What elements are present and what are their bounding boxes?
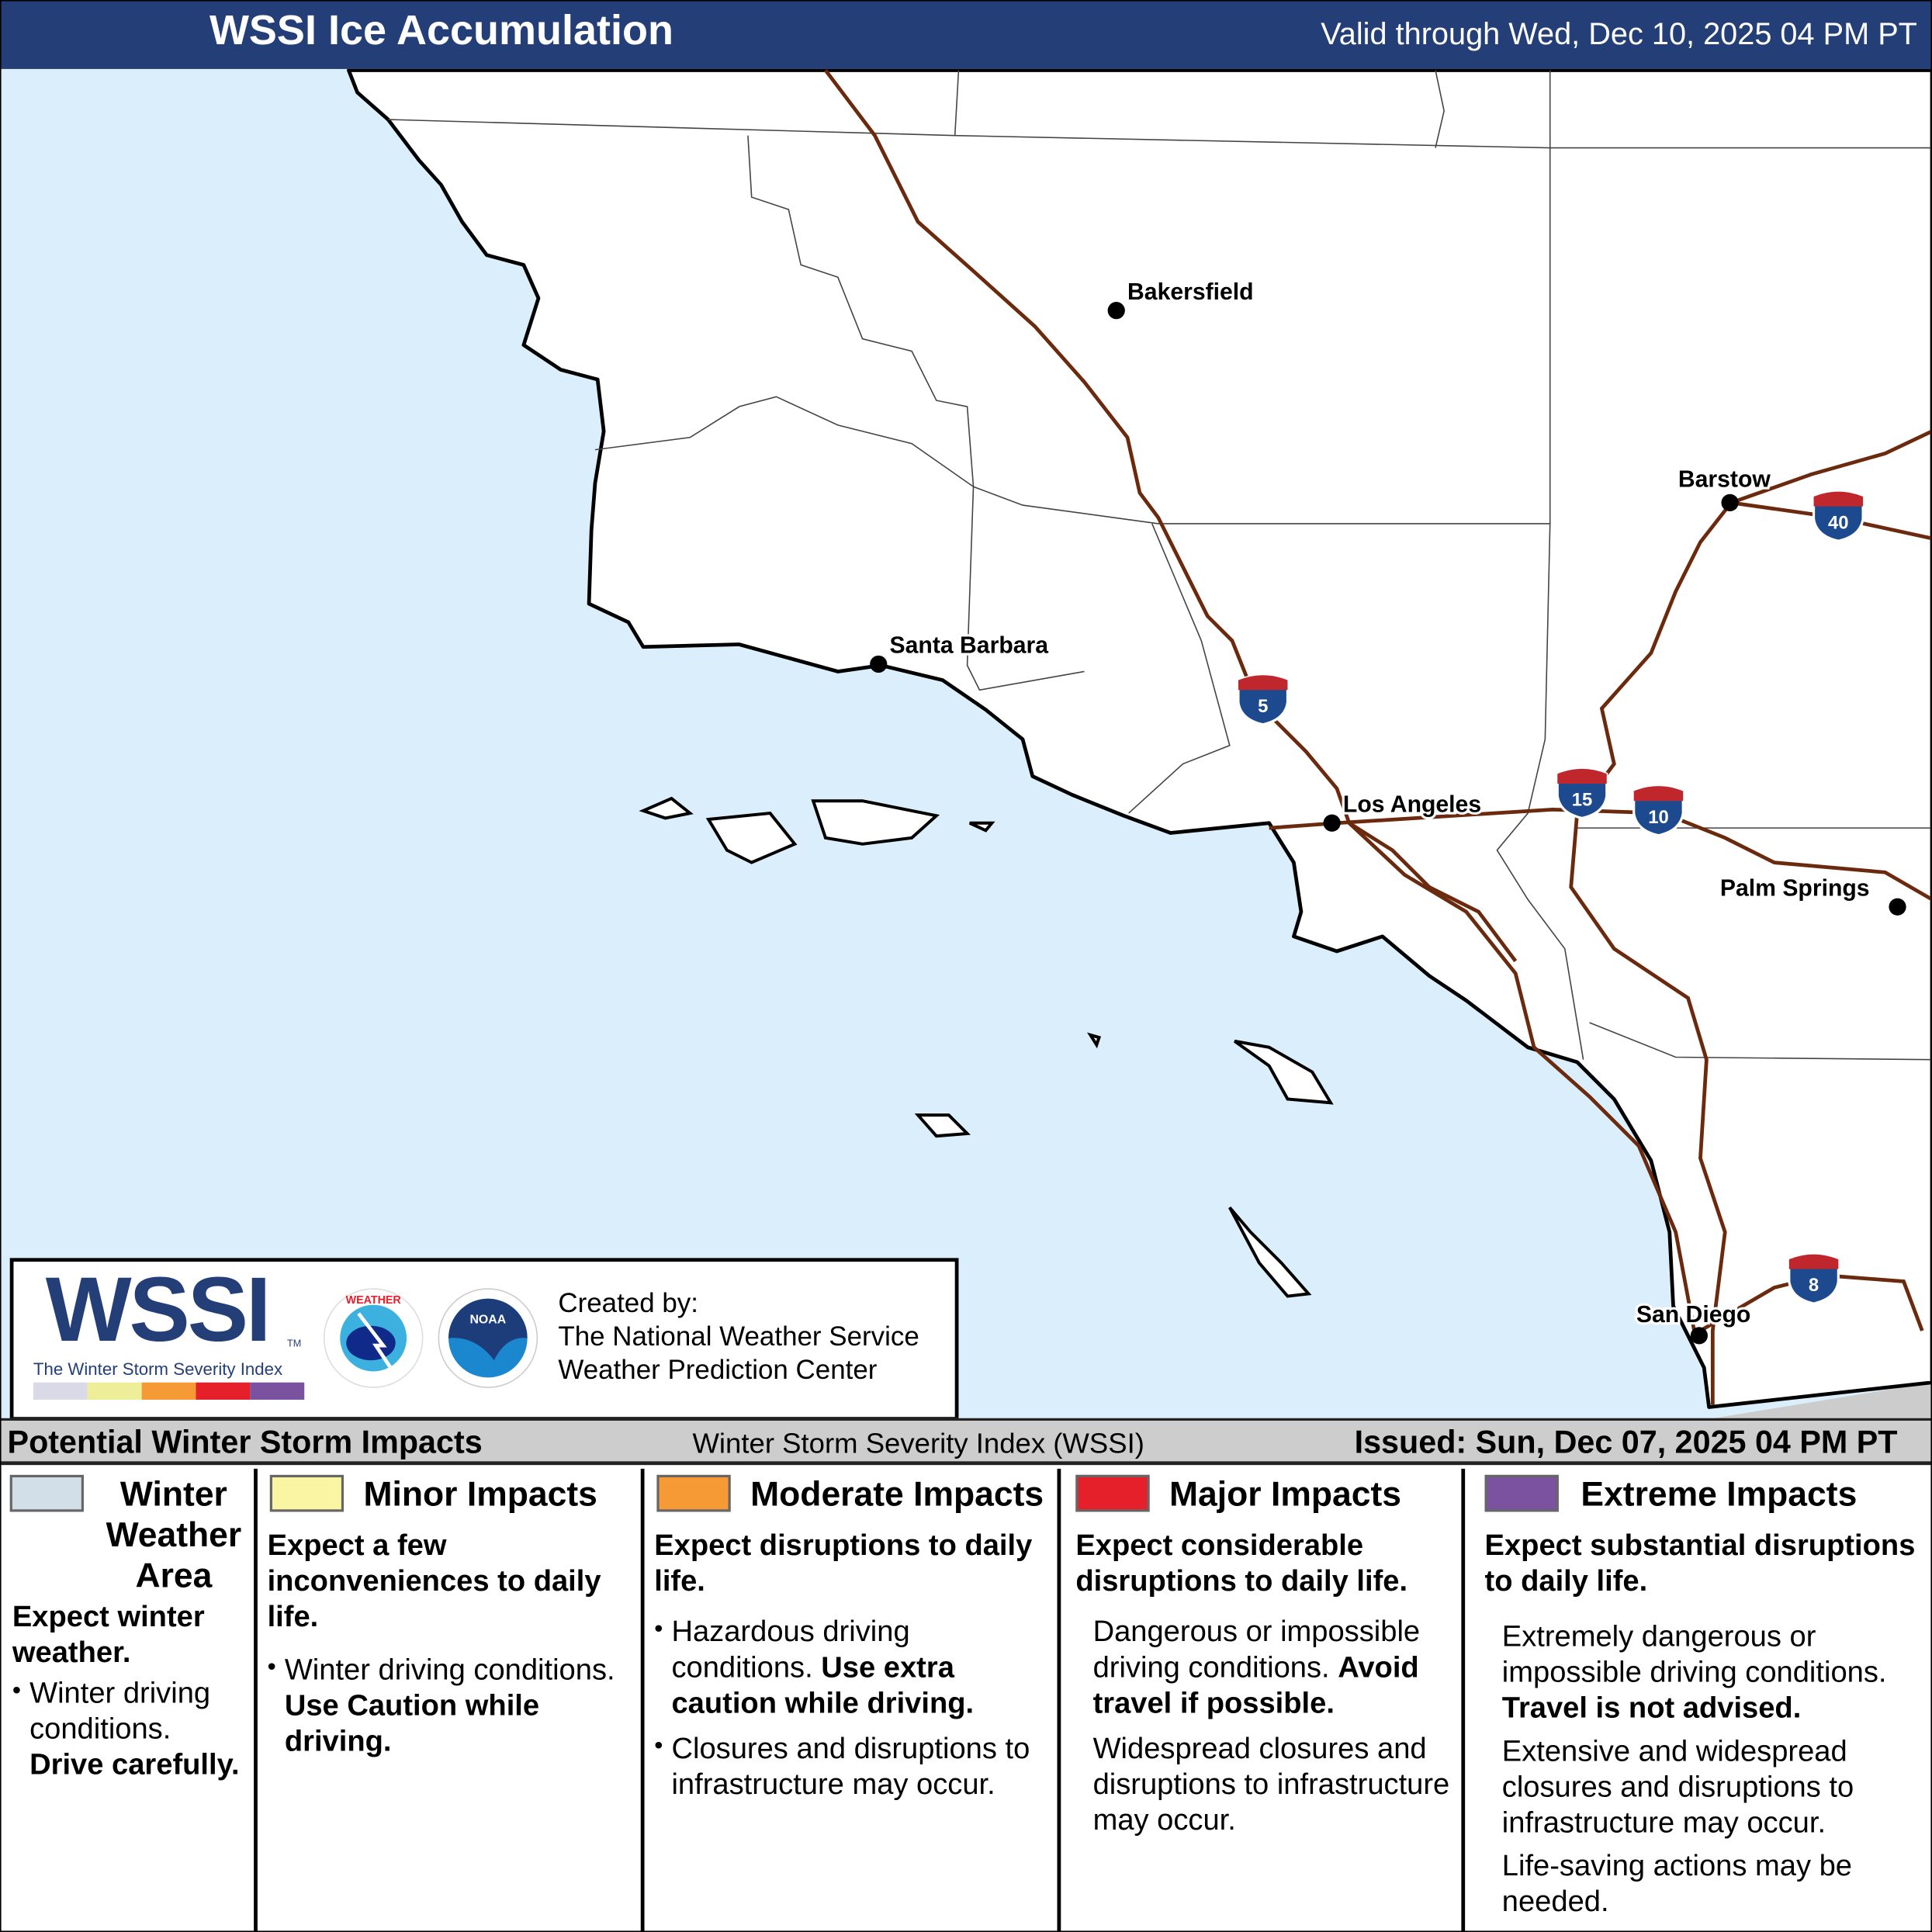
highway-i10 xyxy=(1269,807,1932,902)
legend-header: Potential Winter Storm Impacts Winter St… xyxy=(0,1418,1932,1466)
category-name: Moderate Impacts xyxy=(750,1474,1044,1514)
bullet-text: Winter driving conditions. xyxy=(29,1677,211,1747)
valid-time: Valid through Wed, Dec 10, 2025 04 PM PT xyxy=(1321,17,1917,52)
city-los-angeles: Los Angeles xyxy=(1323,789,1484,832)
swatch-extreme xyxy=(1484,1474,1559,1512)
credits-box: WSSI TM The Winter Storm Severity Index … xyxy=(9,1258,959,1421)
map-title: WSSI Ice Accumulation xyxy=(209,7,673,54)
city-bakersfield: Bakersfield xyxy=(1107,277,1256,320)
category-name: Extreme Impacts xyxy=(1581,1474,1858,1514)
wssi-logo-text: WSSI xyxy=(45,1258,272,1361)
map: Bakersfield Santa Barbara Los Angeles Ba… xyxy=(0,68,1932,1420)
city-label: Barstow xyxy=(1678,466,1771,492)
interstate-number: 8 xyxy=(1809,1275,1819,1296)
legend-moderate-impacts: Moderate Impacts Expect disruptions to d… xyxy=(640,1468,1061,1932)
category-name: Winter Weather Area xyxy=(106,1474,242,1594)
interstate-10-shield-icon: 10 xyxy=(1633,784,1684,837)
category-heading: Expect winter weather. xyxy=(12,1600,205,1670)
nws-logo-icon: WEATHER xyxy=(323,1288,424,1388)
paragraph-bold: Travel is not advised. xyxy=(1501,1691,1802,1726)
city-label: San Diego xyxy=(1636,1302,1750,1328)
coastline-land xyxy=(347,68,1932,1409)
legend-extreme-impacts: Extreme Impacts Expect substantial disru… xyxy=(1461,1468,1932,1932)
org-wpc: Weather Prediction Center xyxy=(558,1354,878,1385)
category-name: Major Impacts xyxy=(1169,1474,1402,1514)
legend-subtitle: Winter Storm Severity Index (WSSI) xyxy=(692,1426,1144,1459)
bullet-text: Closures and disruptions to infrastructu… xyxy=(671,1732,1030,1802)
issued-time: Issued: Sun, Dec 07, 2025 04 PM PT xyxy=(1354,1423,1898,1460)
bullet-bold: Use Caution while driving. xyxy=(284,1689,540,1759)
color-scale-segment xyxy=(250,1382,305,1400)
city-label: Santa Barbara xyxy=(890,633,1049,659)
interstate-5-shield-icon: 5 xyxy=(1237,673,1290,726)
interstate-40-shield-icon: 40 xyxy=(1812,490,1864,542)
category-description: Expect substantial disruptions to daily … xyxy=(1485,1528,1932,1924)
created-by: Created by: The National Weather Service… xyxy=(558,1286,919,1387)
paragraph-text: Widespread closures and disruptions to i… xyxy=(1092,1732,1450,1837)
legend-minor-impacts: Minor Impacts Expect a few inconvenience… xyxy=(254,1468,642,1932)
interstate-number: 10 xyxy=(1648,807,1669,828)
color-scale-segment xyxy=(87,1382,142,1400)
noaa-logo-icon: NOAA xyxy=(438,1288,538,1388)
county-lines xyxy=(388,70,1932,1061)
interstate-8-shield-icon: 8 xyxy=(1788,1253,1840,1305)
bullet-text: Winter driving conditions. xyxy=(284,1653,615,1687)
legend-title: Potential Winter Storm Impacts xyxy=(7,1423,483,1460)
city-label: Palm Springs xyxy=(1720,875,1870,901)
wssi-subtitle: The Winter Storm Severity Index xyxy=(33,1359,283,1379)
paragraph-text: Extensive and widespread closures and di… xyxy=(1501,1734,1854,1840)
interstate-15-shield-icon: 15 xyxy=(1556,767,1608,820)
color-scale-segment xyxy=(141,1382,196,1400)
category-description: Expect a few inconveniences to daily lif… xyxy=(268,1528,640,1764)
category-description: Expect winter weather. Winter driving co… xyxy=(12,1599,251,1788)
city-san-diego: San Diego xyxy=(1634,1300,1754,1345)
color-scale-segment xyxy=(196,1382,251,1400)
swatch-major xyxy=(1075,1474,1150,1512)
bullet-bold: Use extra caution while driving. xyxy=(671,1650,975,1720)
category-heading: Expect a few inconveniences to daily lif… xyxy=(267,1529,601,1634)
category-name: Minor Impacts xyxy=(363,1474,597,1514)
highway-i5 xyxy=(824,69,1696,1331)
interstate-shields: 5 15 10 40 8 xyxy=(1237,490,1864,1305)
highway-i405 xyxy=(1348,821,1518,963)
category-description: Expect considerable disruptions to daily… xyxy=(1075,1528,1463,1844)
city-markers: Bakersfield Santa Barbara Los Angeles Ba… xyxy=(870,277,1906,1345)
interstate-number: 40 xyxy=(1828,512,1848,533)
paragraph-text: Dangerous or impossible driving conditio… xyxy=(1092,1615,1421,1684)
title-bar: WSSI Ice Accumulation Valid through Wed,… xyxy=(0,0,1932,69)
islands xyxy=(639,796,1334,1298)
paragraph-bold: Avoid travel if possible. xyxy=(1092,1650,1419,1720)
city-label: Bakersfield xyxy=(1127,279,1254,305)
svg-text:WEATHER: WEATHER xyxy=(346,1294,402,1307)
bullet-text: Hazardous driving conditions. xyxy=(671,1615,910,1684)
agency-logos: WEATHER NOAA xyxy=(323,1288,538,1388)
color-scale-segment xyxy=(33,1382,88,1400)
swatch-moderate xyxy=(656,1474,731,1512)
swatch-minor xyxy=(269,1474,345,1512)
legend-major-impacts: Major Impacts Expect considerable disrup… xyxy=(1057,1468,1466,1932)
color-scale-bar xyxy=(33,1382,305,1400)
highways xyxy=(824,69,1932,1405)
city-palm-springs: Palm Springs xyxy=(1718,873,1906,916)
paragraph-text: Life-saving actions may be needed. xyxy=(1501,1849,1853,1919)
bullet-bold: Drive carefully. xyxy=(29,1748,240,1782)
city-label: Los Angeles xyxy=(1343,791,1481,817)
category-description: Expect disruptions to daily life. Hazard… xyxy=(654,1528,1058,1807)
highway-i15 xyxy=(1569,501,1733,1405)
paragraph-text: Extremely dangerous or impossible drivin… xyxy=(1501,1620,1887,1690)
legend-winter-weather-area: Winter Weather Area Expect winter weathe… xyxy=(0,1469,254,1932)
category-heading: Expect considerable disruptions to daily… xyxy=(1075,1529,1408,1598)
category-heading: Expect substantial disruptions to daily … xyxy=(1484,1529,1916,1598)
swatch-winter-weather-area xyxy=(9,1474,84,1512)
city-santa-barbara: Santa Barbara xyxy=(870,630,1051,673)
trademark: TM xyxy=(287,1338,302,1349)
city-barstow: Barstow xyxy=(1676,464,1774,512)
interstate-number: 5 xyxy=(1258,696,1268,717)
svg-text:NOAA: NOAA xyxy=(469,1314,506,1327)
category-heading: Expect disruptions to daily life. xyxy=(654,1529,1033,1598)
org-nws: The National Weather Service xyxy=(558,1321,919,1352)
created-by-label: Created by: xyxy=(558,1287,698,1319)
interstate-number: 15 xyxy=(1572,790,1593,811)
